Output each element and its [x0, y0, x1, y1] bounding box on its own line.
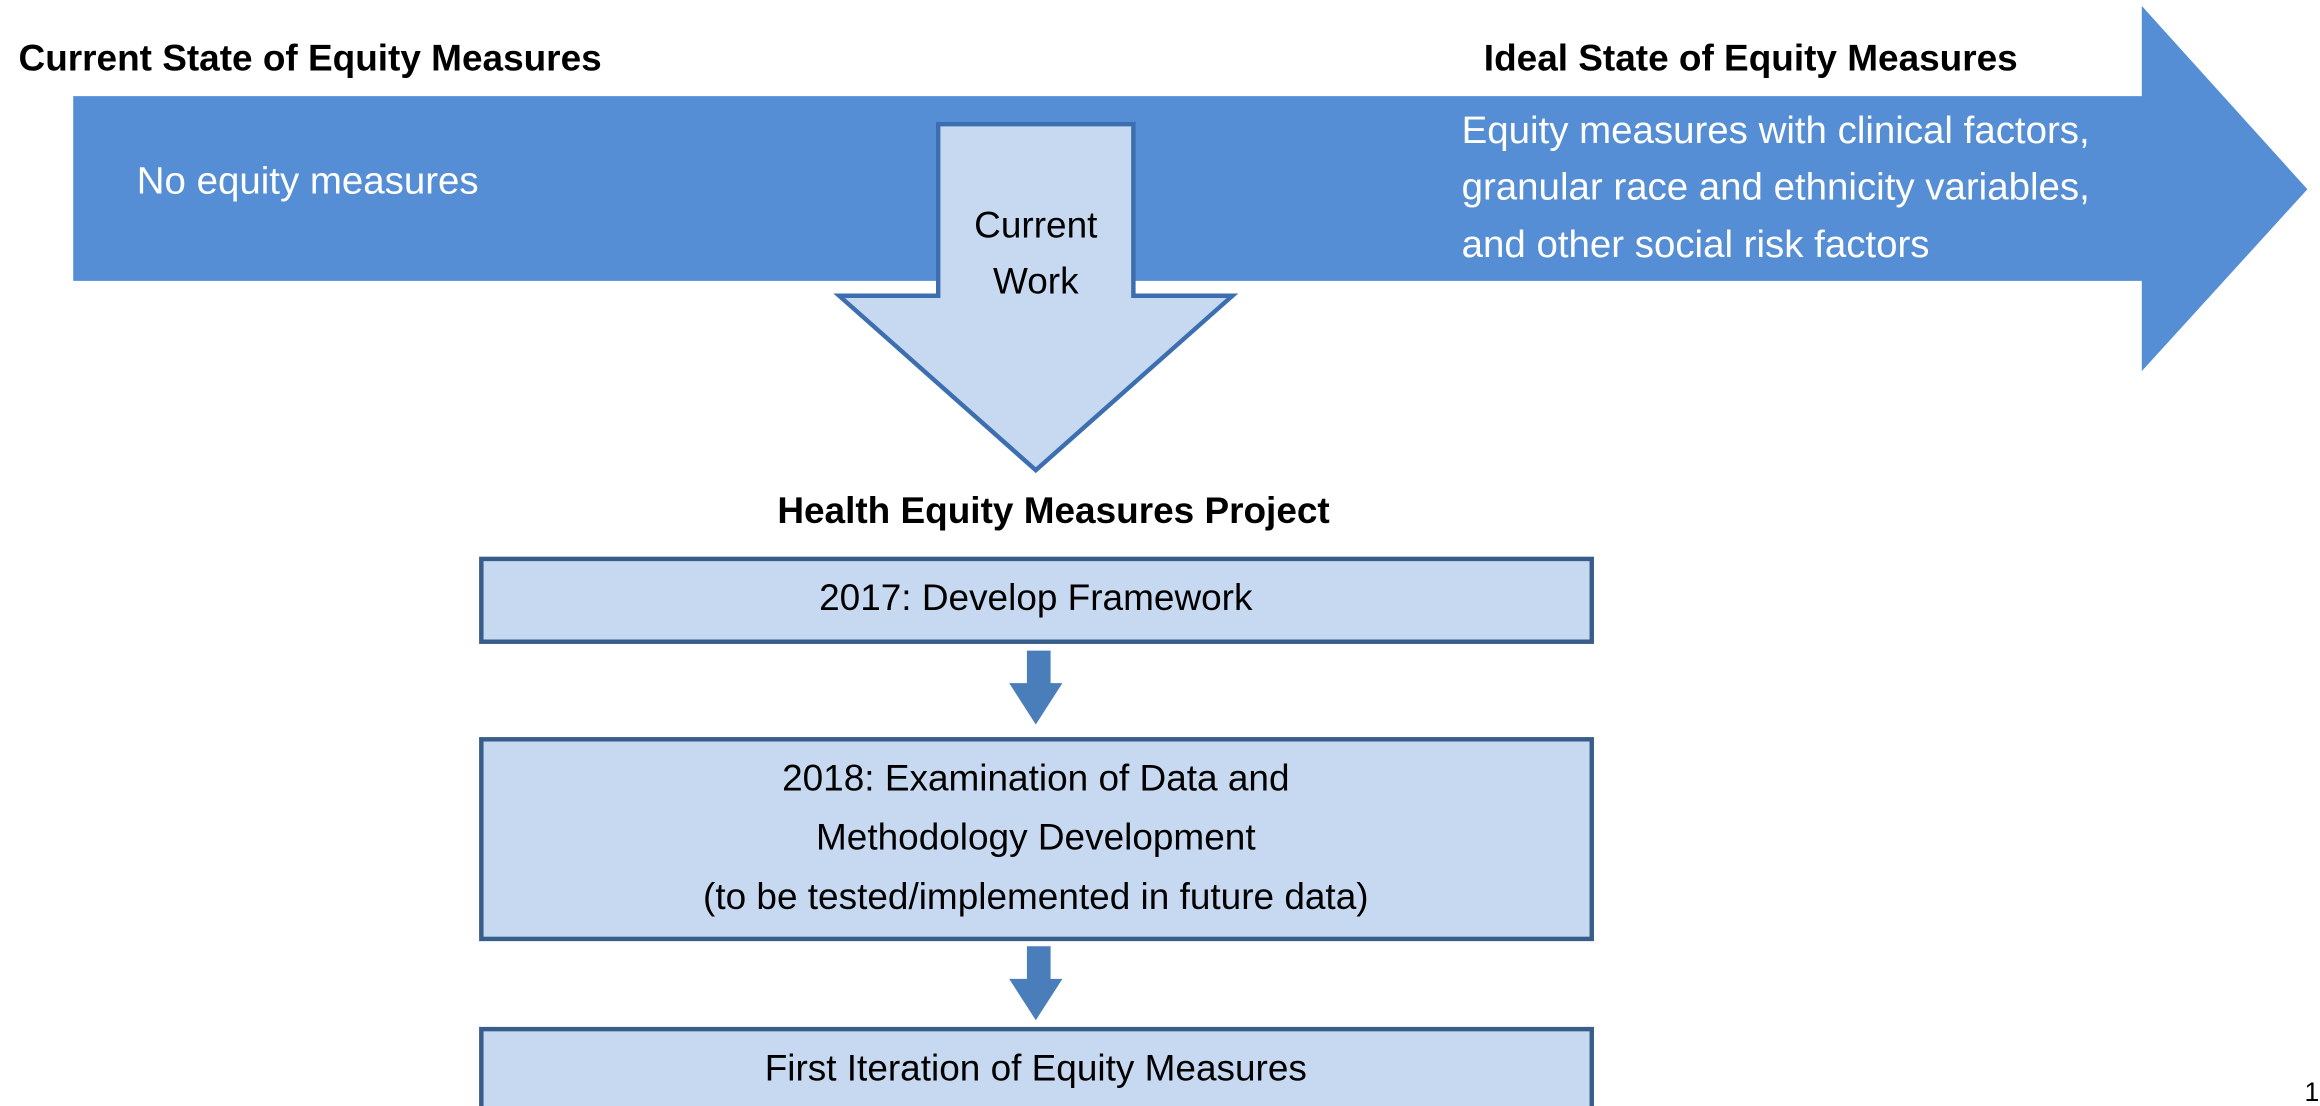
ideal-state-text: and other social risk factors: [1462, 223, 1930, 266]
current-work-label: Work: [993, 261, 1079, 302]
step-text: First Iteration of Equity Measures: [765, 1047, 1307, 1088]
step-text: 2017: Develop Framework: [819, 577, 1253, 618]
current-work-label: Current: [974, 204, 1097, 245]
timeline-arrow: [73, 5, 2308, 372]
step-box: [479, 737, 1594, 942]
step-arrow: [1009, 946, 1063, 1021]
step-box: [479, 1026, 1594, 1106]
ideal-state-text: Equity measures with clinical factors,: [1462, 109, 2090, 152]
step-text: Methodology Development: [816, 817, 1256, 858]
step-text: 2018: Examination of Data and: [782, 757, 1289, 798]
header-left: Current State of Equity Measures: [19, 37, 602, 78]
step-arrow: [1009, 650, 1063, 725]
step-text: (to be tested/implemented in future data…: [703, 876, 1369, 917]
page-number: 1: [2304, 1077, 2319, 1106]
header-right: Ideal State of Equity Measures: [1484, 37, 2018, 78]
step-box: [479, 556, 1594, 644]
project-title: Health Equity Measures Project: [777, 490, 1329, 531]
current-work-arrow: [833, 121, 1239, 474]
ideal-state-text: granular race and ethnicity variables,: [1462, 165, 2090, 208]
current-state-text: No equity measures: [137, 160, 479, 203]
